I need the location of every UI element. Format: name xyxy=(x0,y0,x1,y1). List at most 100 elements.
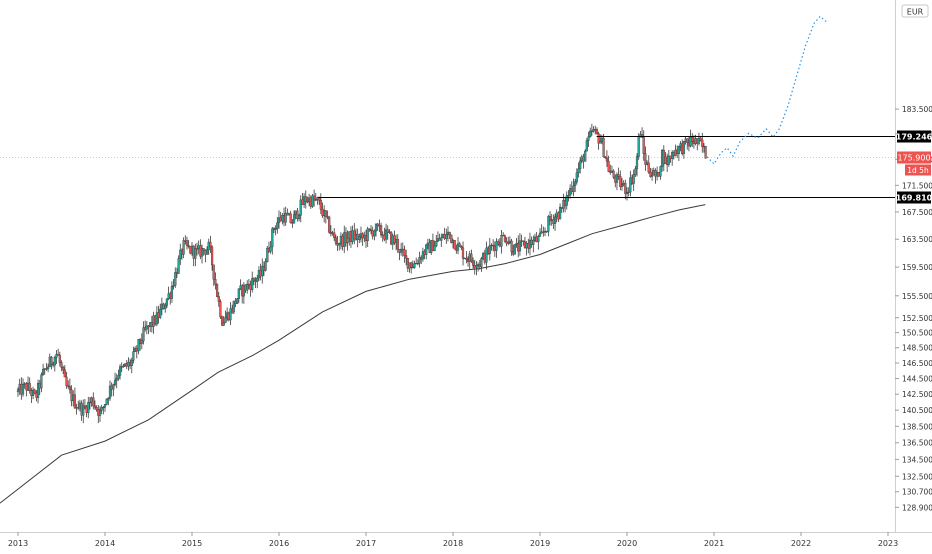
candle-body xyxy=(584,150,587,162)
candle-body xyxy=(440,237,443,241)
candle-body xyxy=(28,382,31,392)
candle-body xyxy=(620,184,624,187)
y-tick-label: 128.900 xyxy=(902,503,932,512)
candle-body xyxy=(651,174,654,177)
currency-badge-label: EUR xyxy=(907,8,924,17)
candle-body xyxy=(548,216,552,221)
candle-body xyxy=(170,286,173,299)
projection-path xyxy=(706,15,828,165)
candle-body xyxy=(83,405,86,408)
candle-body xyxy=(507,242,510,244)
candle-body xyxy=(232,300,235,313)
candle-body xyxy=(607,160,610,172)
candle-body xyxy=(214,279,217,285)
candle-body xyxy=(569,188,572,196)
candle-body xyxy=(513,244,516,255)
candle-body xyxy=(425,244,428,255)
candle-body xyxy=(187,245,190,247)
moving-average-layer xyxy=(0,204,706,504)
candle-body xyxy=(376,223,379,226)
candle-body xyxy=(165,298,168,306)
candle-body xyxy=(400,248,403,253)
candle-body xyxy=(577,168,580,173)
y-tick-label: 144.500 xyxy=(902,375,932,384)
candle-body xyxy=(63,369,66,378)
candle-body xyxy=(155,312,158,325)
candle-body xyxy=(194,248,197,259)
level-tag xyxy=(897,191,931,204)
candle-body xyxy=(460,246,463,248)
candle-body xyxy=(137,339,140,352)
candle-body xyxy=(298,214,301,219)
candle-body xyxy=(547,216,550,232)
candle-body xyxy=(215,284,219,297)
candle-body xyxy=(92,397,95,407)
candle-body xyxy=(589,130,592,138)
candle-body xyxy=(219,301,222,318)
candle-body xyxy=(677,145,680,154)
candle-body xyxy=(37,383,40,398)
y-tick-label: 130.700 xyxy=(902,488,932,497)
candle-body xyxy=(368,228,371,230)
candle-body xyxy=(284,212,287,223)
candle-body xyxy=(366,228,369,241)
candle-body xyxy=(502,234,505,237)
candle-body xyxy=(574,181,577,186)
candle-body xyxy=(554,216,557,224)
candle-body xyxy=(205,249,209,255)
x-tick-label: 2016 xyxy=(269,539,289,548)
y-tick-label: 171.500 xyxy=(902,181,932,190)
candle-body xyxy=(518,240,521,252)
candle-body xyxy=(73,394,76,409)
candle-body xyxy=(689,136,692,147)
candle-body xyxy=(55,354,58,358)
candle-body xyxy=(118,366,122,376)
candle-body xyxy=(172,285,175,287)
candle-body xyxy=(637,136,640,157)
candle-body xyxy=(164,305,167,310)
candle-body xyxy=(324,210,327,217)
candle-body xyxy=(421,251,424,260)
candle-body xyxy=(132,351,135,361)
current-price-tag-label: 175.900 xyxy=(897,154,930,163)
x-tick-label: 2022 xyxy=(791,539,811,548)
candle-body xyxy=(113,380,117,385)
y-tick-label: 140.500 xyxy=(902,406,932,415)
candle-body xyxy=(247,283,250,286)
candle-body xyxy=(346,237,349,244)
candle-body xyxy=(358,236,361,240)
candle-body xyxy=(100,407,103,411)
candle-body xyxy=(182,240,185,255)
candle-body xyxy=(289,213,292,223)
candle-body xyxy=(503,235,506,242)
candle-body xyxy=(396,238,399,250)
candle-body xyxy=(435,240,438,247)
y-tick-label: 134.500 xyxy=(902,455,932,464)
candle-body xyxy=(50,356,53,365)
time-axis-ticks: 2013 2014 2015 2016 2017 2018 2019 2020 2021 2022… xyxy=(8,532,898,548)
candle-body xyxy=(635,156,639,169)
candle-body xyxy=(585,140,588,152)
currency-badge[interactable]: EUR xyxy=(901,4,929,18)
x-tick-label: 2021 xyxy=(704,539,724,548)
candle-body xyxy=(67,385,70,387)
candle-body xyxy=(456,243,460,251)
y-tick-label: 136.500 xyxy=(902,439,932,448)
y-tick-label: 163.500 xyxy=(902,235,932,244)
candle-body xyxy=(344,232,347,244)
candle-body xyxy=(57,354,60,356)
candle-body xyxy=(644,153,647,165)
candle-body xyxy=(465,257,468,260)
candle-body xyxy=(627,191,630,194)
candle-body xyxy=(293,214,296,224)
candle-body xyxy=(625,192,629,194)
candle-body xyxy=(617,174,620,177)
candle-body xyxy=(42,369,45,376)
level-tag xyxy=(897,130,931,143)
candle-body xyxy=(328,216,331,233)
candle-body xyxy=(62,367,65,371)
x-tick-label: 2015 xyxy=(182,539,202,548)
x-tick-label: 2019 xyxy=(530,539,550,548)
